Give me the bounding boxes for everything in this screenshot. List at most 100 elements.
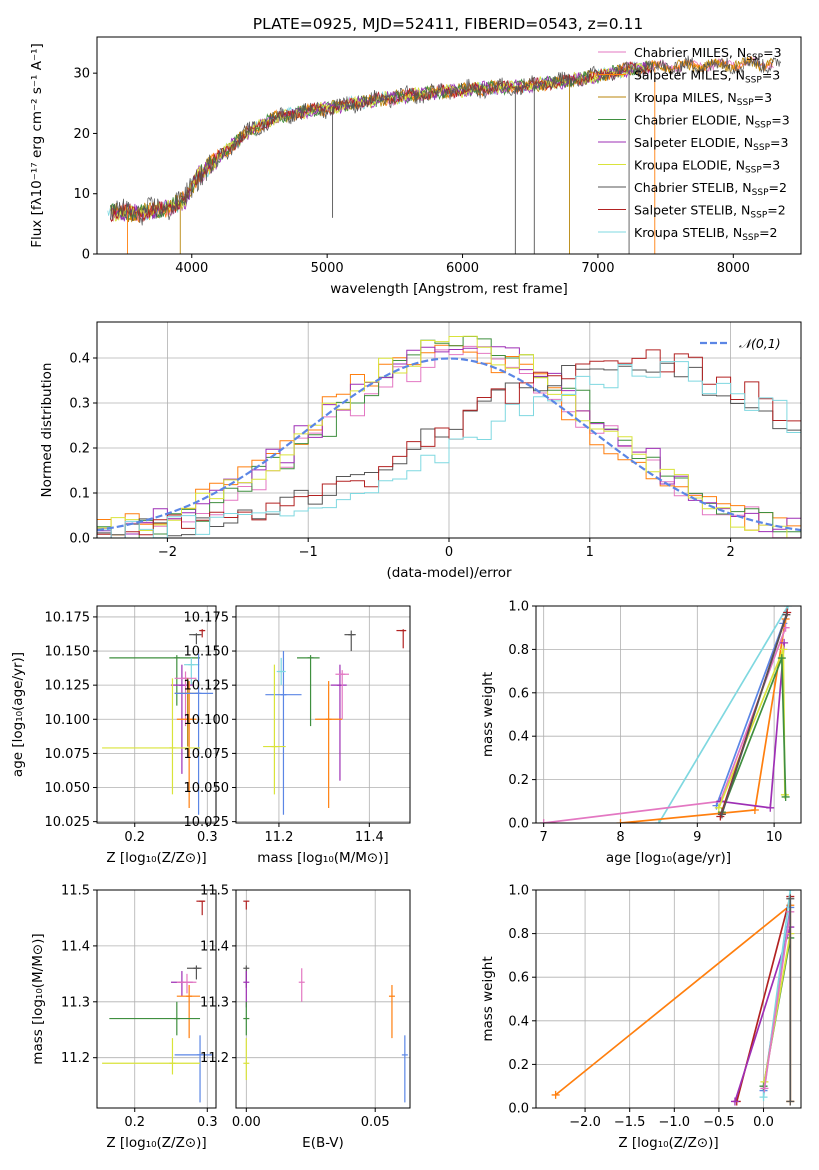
x-tick-label: 6000 xyxy=(446,261,479,276)
y-tick-label: 10.075 xyxy=(184,747,230,762)
residuals-panel: −2 −1 0 1 2 0.0 0.1 0.2 0.3 0.4 (data-model)/error… xyxy=(39,321,802,581)
x-axis-label: wavelength [Angstrom, rest frame] xyxy=(330,281,568,297)
weight-marker xyxy=(730,1097,739,1106)
weight-vs-age-marks xyxy=(539,606,792,823)
x-tick-label: 11.4 xyxy=(355,830,384,845)
y-tick-label: 1.0 xyxy=(508,600,529,615)
weight-marker xyxy=(551,1090,560,1099)
weight-line-salpeter_miles xyxy=(555,903,792,1102)
y-axis-label: Normed distribution xyxy=(39,363,55,498)
x-tick-label: 8000 xyxy=(717,261,750,276)
y-tick-label: 0.8 xyxy=(508,643,529,658)
mass-vs-z-marks xyxy=(102,900,214,1103)
x-tick-label: −0.5 xyxy=(703,1115,735,1130)
weight-marker xyxy=(783,606,792,610)
weight-marker xyxy=(786,894,795,903)
mass-vs-ebv-panel: 0.00 0.05 11.2 11.3 11.4 11.5 E(B-V) xyxy=(200,884,411,1151)
y-tick-label: 20 xyxy=(73,127,90,142)
x-axis-label: Z [log₁₀(Z/Z⊙)] xyxy=(106,850,206,866)
x-tick-label: 1 xyxy=(586,545,594,560)
y-tick-label: 0.1 xyxy=(69,487,90,502)
y-tick-label: 11.3 xyxy=(61,995,90,1010)
y-tick-label: 10.100 xyxy=(45,713,91,728)
y-tick-label: 0.2 xyxy=(508,1058,529,1073)
weight-marker xyxy=(760,1084,769,1093)
legend-entry: Kroupa STELIB, NSSP=2 xyxy=(634,225,778,243)
y-tick-label: 11.3 xyxy=(200,995,229,1010)
weight-marker xyxy=(782,610,791,619)
y-tick-label: 10.025 xyxy=(184,815,230,830)
y-tick-label: 10.075 xyxy=(45,747,91,762)
axes-frame xyxy=(96,889,217,1109)
y-tick-label: 10.050 xyxy=(184,781,230,796)
weight-marker xyxy=(766,803,775,812)
y-tick-label: 0.0 xyxy=(508,817,529,832)
y-tick-label: 11.4 xyxy=(61,939,90,954)
histogram-salpeter_stelib xyxy=(97,349,801,538)
x-tick-label: 10 xyxy=(766,830,783,845)
weight-marker xyxy=(539,819,548,823)
legend-entry: Salpeter MILES, NSSP=3 xyxy=(634,68,780,86)
weight-marker xyxy=(750,805,759,814)
y-tick-label: 0.0 xyxy=(508,1102,529,1117)
histogram-kroupa_stelib xyxy=(97,361,801,538)
x-tick-label: 8 xyxy=(616,830,624,845)
x-axis-label: age [log₁₀(age/yr)] xyxy=(606,850,731,866)
residuals-marks xyxy=(97,335,801,538)
axes-frame xyxy=(96,36,802,255)
x-tick-label: 7000 xyxy=(581,261,614,276)
histogram-kroupa_elodie xyxy=(97,335,801,538)
y-tick-label: 11.2 xyxy=(61,1051,90,1066)
spectrum-panel: 4000 5000 6000 7000 8000 0 10 20 30 wavelength [A… xyxy=(29,36,802,297)
x-axis-label: Z [log₁₀(Z/Z⊙)] xyxy=(618,1135,718,1151)
spectrum-line-chabrier_stelib xyxy=(110,55,782,226)
x-tick-label: −1.0 xyxy=(659,1115,691,1130)
y-tick-label: 0.2 xyxy=(69,442,90,457)
y-tick-label: 10.100 xyxy=(184,713,230,728)
axes-frame xyxy=(535,605,802,824)
x-tick-label: −2 xyxy=(158,545,177,560)
x-axis-label: Z [log₁₀(Z/Z⊙)] xyxy=(106,1135,206,1151)
age-vs-mass-panel: 11.2 11.4 10.025 10.050 10.075 10.100 10.125 10… xyxy=(184,605,411,866)
age-vs-z-marks xyxy=(102,629,214,815)
legend-entry: Kroupa ELODIE, NSSP=3 xyxy=(634,158,780,176)
y-tick-label: 10.150 xyxy=(45,645,91,660)
weight-marker xyxy=(616,819,625,823)
weight-vs-z-marks xyxy=(551,890,795,1106)
y-tick-label: 0 xyxy=(82,248,90,263)
weight-marker xyxy=(759,1093,768,1102)
mass-vs-ebv-marks xyxy=(243,900,408,1103)
weight-marker xyxy=(781,792,790,801)
weight-vs-age-panel: 7 8 9 10 0.0 0.2 0.4 0.6 0.8 1.0 age [log₁₀(age/yr… xyxy=(480,600,802,866)
weight-line-blue xyxy=(715,623,785,806)
y-tick-label: 10.125 xyxy=(184,679,230,694)
mass-vs-z-panel: 0.2 0.3 11.2 11.3 11.4 11.5 Z [log₁₀(Z/Z⊙)] mas… xyxy=(30,884,218,1152)
weight-marker xyxy=(786,890,795,894)
age-vs-z-panel: 0.2 0.3 10.025 10.050 10.075 10.100 10.125 10.1… xyxy=(10,605,218,866)
y-tick-label: 10 xyxy=(73,187,90,202)
age-vs-mass-marks xyxy=(263,629,407,815)
weight-marker xyxy=(779,645,788,654)
y-tick-label: 10.150 xyxy=(184,645,230,660)
legend-entry: Salpeter STELIB, NSSP=2 xyxy=(634,203,786,221)
x-tick-label: 4000 xyxy=(175,261,208,276)
weight-marker xyxy=(777,654,786,663)
y-axis-label: mass weight xyxy=(480,672,496,757)
weight-vs-z-panel: −2.0 −1.5 −1.0 −0.5 0.0 0.0 0.2 0.4 0.6 0.8 1.0 Z [… xyxy=(480,884,802,1151)
x-axis-label: E(B-V) xyxy=(302,1135,344,1151)
axes-frame xyxy=(235,605,411,824)
gaussian-curve xyxy=(97,357,801,532)
weight-marker xyxy=(786,1097,795,1106)
x-tick-label: 0.3 xyxy=(197,830,218,845)
y-tick-label: 11.4 xyxy=(200,939,229,954)
legend-entry: Salpeter ELODIE, NSSP=3 xyxy=(634,135,788,153)
y-tick-label: 0.6 xyxy=(508,686,529,701)
y-tick-label: 0.3 xyxy=(69,397,90,412)
y-tick-label: 10.125 xyxy=(45,679,91,694)
y-tick-label: 10.175 xyxy=(184,610,230,625)
y-axis-label: mass [log₁₀(M/M⊙)] xyxy=(30,933,46,1064)
weight-line-kroupa_stelib xyxy=(658,606,789,823)
y-tick-label: 10.025 xyxy=(45,815,91,830)
